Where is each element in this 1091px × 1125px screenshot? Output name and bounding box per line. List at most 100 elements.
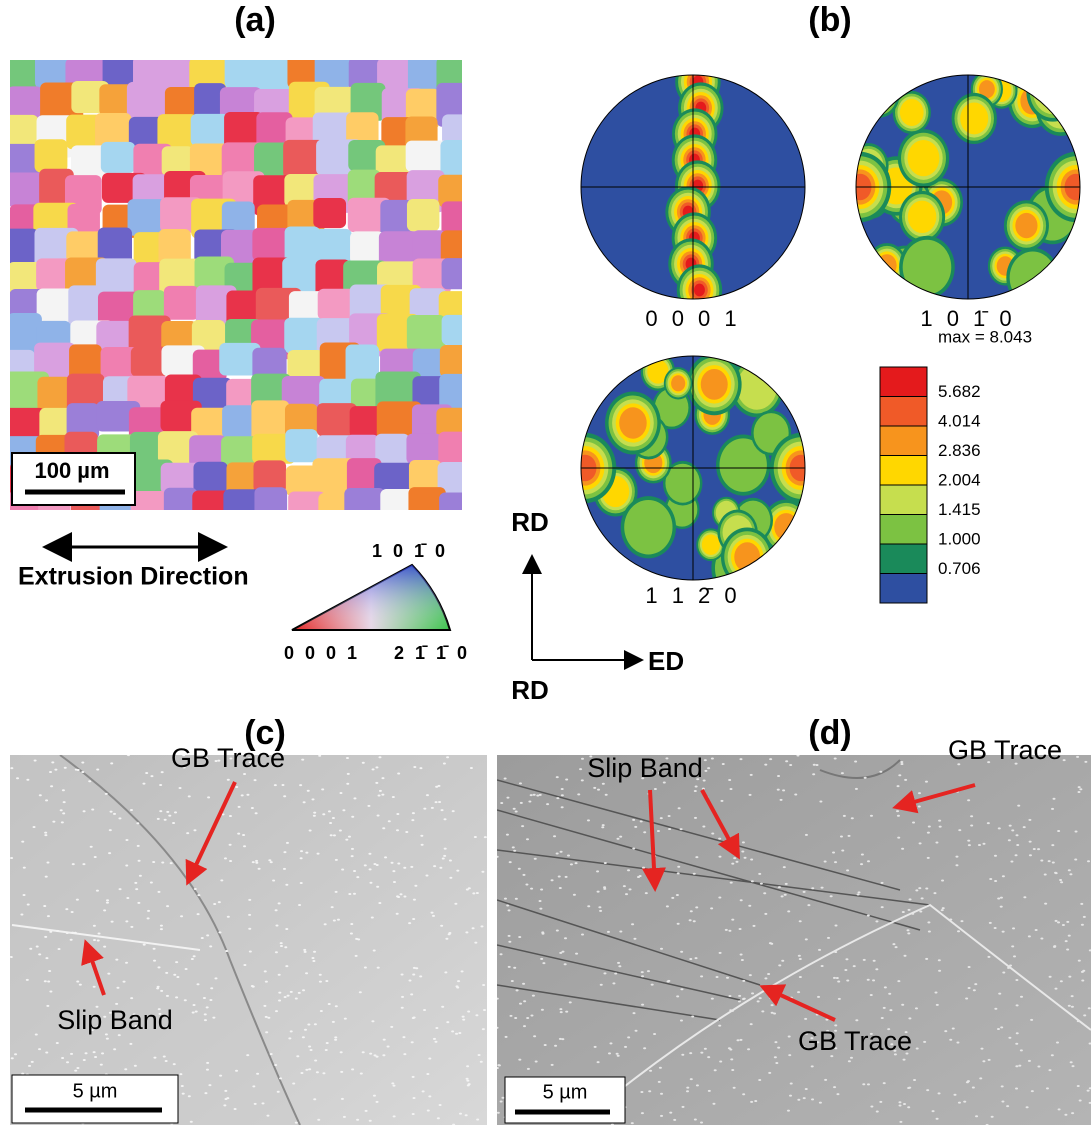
precipitate [410, 993, 413, 995]
precipitate [870, 815, 873, 817]
precipitate [949, 919, 952, 921]
precipitate [1015, 1065, 1018, 1067]
precipitate [195, 1011, 198, 1013]
precipitate [71, 932, 74, 934]
precipitate [415, 967, 418, 969]
panel-label: (a) [234, 1, 276, 39]
precipitate [319, 981, 322, 983]
precipitate [660, 948, 663, 950]
precipitate [465, 1114, 468, 1116]
precipitate [372, 768, 375, 770]
precipitate [938, 959, 941, 961]
precipitate [357, 938, 360, 940]
precipitate [935, 842, 938, 844]
precipitate [1053, 798, 1056, 800]
precipitate [106, 899, 109, 901]
precipitate [700, 1122, 703, 1124]
precipitate [989, 878, 992, 880]
precipitate [408, 922, 411, 924]
precipitate [841, 850, 844, 852]
precipitate [689, 1052, 692, 1054]
precipitate [481, 871, 484, 873]
precipitate [83, 955, 86, 957]
precipitate [284, 996, 287, 998]
precipitate [581, 779, 584, 781]
precipitate [879, 771, 882, 773]
precipitate [10, 857, 13, 859]
pf-contour [903, 240, 952, 295]
precipitate [193, 955, 196, 957]
precipitate [105, 793, 108, 795]
precipitate [305, 852, 308, 854]
precipitate [343, 1116, 346, 1118]
precipitate [508, 935, 511, 937]
precipitate [867, 979, 870, 981]
precipitate [454, 903, 457, 905]
precipitate [440, 925, 443, 927]
precipitate [515, 898, 518, 900]
precipitate [1008, 1037, 1011, 1039]
precipitate [74, 932, 77, 934]
precipitate [542, 962, 545, 964]
precipitate [281, 784, 284, 786]
precipitate [1011, 945, 1014, 947]
precipitate [359, 991, 362, 993]
precipitate [160, 928, 163, 930]
pf-contour [867, 81, 892, 110]
precipitate [535, 1060, 538, 1062]
precipitate [130, 926, 133, 928]
precipitate [204, 1013, 207, 1015]
precipitate [671, 897, 674, 899]
precipitate [520, 802, 523, 804]
precipitate [401, 1007, 404, 1009]
precipitate [903, 1059, 906, 1061]
precipitate [180, 915, 183, 917]
precipitate [1079, 788, 1082, 790]
precipitate [539, 900, 542, 902]
precipitate [673, 1119, 676, 1121]
precipitate [91, 808, 94, 810]
precipitate [254, 779, 257, 781]
precipitate [858, 891, 861, 893]
precipitate [76, 899, 79, 901]
precipitate [695, 957, 698, 959]
precipitate [551, 1064, 554, 1066]
precipitate [317, 853, 320, 855]
precipitate [500, 953, 503, 955]
precipitate [379, 790, 382, 792]
precipitate [163, 1056, 166, 1058]
precipitate [335, 891, 338, 893]
precipitate [731, 919, 734, 921]
precipitate [541, 1009, 544, 1011]
precipitate [1077, 1085, 1080, 1087]
precipitate [834, 861, 837, 863]
precipitate [972, 1086, 975, 1088]
precipitate [1009, 965, 1012, 967]
precipitate [840, 836, 843, 838]
precipitate [1002, 875, 1005, 877]
precipitate [805, 1088, 808, 1090]
precipitate [125, 865, 128, 867]
precipitate [49, 990, 52, 992]
precipitate [898, 1101, 901, 1103]
precipitate [300, 850, 303, 852]
precipitate [1000, 1026, 1003, 1028]
precipitate [274, 1064, 277, 1066]
precipitate [462, 1019, 465, 1021]
precipitate [587, 819, 590, 821]
precipitate [560, 1011, 563, 1013]
precipitate [175, 996, 178, 998]
precipitate [763, 892, 766, 894]
precipitate [480, 1061, 483, 1063]
precipitate [382, 827, 385, 829]
precipitate [824, 861, 827, 863]
precipitate [896, 810, 899, 812]
precipitate [1026, 1106, 1029, 1108]
precipitate [376, 864, 379, 866]
precipitate [295, 997, 298, 999]
precipitate [392, 1085, 395, 1087]
precipitate [172, 822, 175, 824]
precipitate [658, 1081, 661, 1083]
precipitate [45, 957, 48, 959]
precipitate [348, 893, 351, 895]
